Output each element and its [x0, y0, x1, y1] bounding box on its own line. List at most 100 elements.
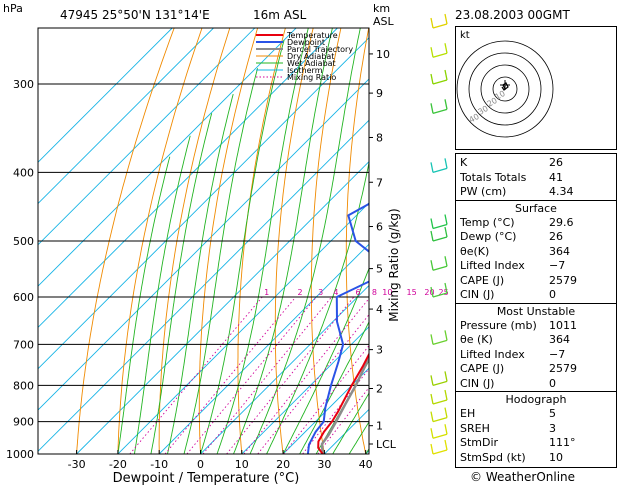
row-label: Temp (°C)	[460, 215, 515, 229]
index-value: 41	[549, 170, 563, 184]
indices-panel: K 26 Totals Totals 41 PW (cm) 4.34 Surface …	[455, 153, 617, 468]
wet-adiabat-line	[332, 392, 369, 454]
wet-adiabat-line	[249, 28, 361, 454]
table-row: CIN (J) 0	[456, 288, 616, 303]
wet-adiabat-line	[117, 156, 171, 454]
mixing-ratio-label: 25	[438, 288, 448, 297]
row-value: 29.6	[549, 215, 574, 229]
mixing-ratio-label: 20	[424, 288, 434, 297]
isobar-lines	[38, 83, 369, 455]
wind-barb	[430, 43, 448, 58]
wind-barb	[430, 330, 448, 346]
row-value: 10	[549, 450, 563, 464]
row-value: 5	[549, 407, 556, 420]
wet-adiabat-line	[266, 159, 369, 454]
footer-credit: © WeatherOnline	[470, 470, 576, 484]
row-value: −7	[549, 259, 566, 272]
row-value: 26	[549, 230, 563, 243]
row-label: CAPE (J)	[460, 362, 505, 375]
table-row: CAPE (J) 2579	[456, 362, 616, 377]
series-line-0	[317, 352, 369, 454]
row-value: 3	[549, 421, 556, 435]
wet-adiabat-line	[167, 93, 234, 454]
temperature-tick-label: -30	[68, 458, 86, 471]
hodograph-ring-label: 40	[468, 112, 481, 125]
series-line-2	[320, 355, 369, 454]
wind-barb	[430, 13, 448, 29]
pressure-tick-label: 500	[13, 235, 34, 248]
dry-adiabat-line	[198, 28, 259, 454]
dry-adiabat-line	[618, 16, 629, 455]
temperature-tick-label: 0	[197, 458, 204, 471]
row-label: SREH	[460, 421, 490, 435]
dry-adiabat-line	[158, 28, 231, 454]
row-label: Lifted Index	[460, 347, 525, 361]
legend-entry: Mixing Ratio	[287, 73, 336, 82]
asl-axis-label: ASL	[373, 15, 394, 28]
table-row: θe (K) 364	[456, 333, 616, 348]
index-label: K	[460, 156, 468, 169]
legend-entry: Wet Adiabat	[287, 59, 336, 68]
dry-adiabat-line	[310, 28, 342, 454]
temperature-tick-label: 40	[359, 458, 373, 471]
row-label: StmDir	[460, 436, 499, 449]
series-line-1	[306, 202, 369, 454]
legend-entry: Isotherm	[287, 66, 323, 75]
index-label: PW (cm)	[460, 185, 507, 198]
temperature-tick-label: -10	[150, 458, 168, 471]
surface-rows: Temp (°C) 29.6 Dewp (°C) 26 θe(K) 364 Lifted I…	[456, 216, 616, 303]
row-value: −7	[549, 347, 566, 361]
row-label: θe(K)	[460, 244, 490, 258]
wet-adiabat-line	[216, 28, 309, 454]
mixing-ratio-axis-title: Mixing Ratio (g/kg)	[387, 208, 401, 321]
isotherm-line	[158, 243, 369, 454]
height-tick-label: 9	[376, 87, 383, 100]
height-tick-label: 1	[376, 420, 383, 433]
table-row: EH 5	[456, 407, 616, 422]
surface-section-title: Surface	[515, 201, 557, 215]
index-row-k: K 26	[456, 156, 616, 171]
dry-adiabat-line	[237, 28, 286, 454]
table-row: StmSpd (kt) 10	[456, 451, 616, 466]
wind-barb	[430, 69, 448, 85]
height-tick-label: LCL	[376, 438, 397, 451]
wet-adiabat-line	[282, 267, 369, 454]
table-row: CIN (J) 0	[456, 377, 616, 392]
table-row: Lifted Index −7	[456, 348, 616, 363]
table-row: θe(K) 364	[456, 245, 616, 260]
row-label: CAPE (J)	[460, 273, 505, 287]
isotherm-line	[200, 284, 369, 454]
temperature-tick-label: 30	[317, 458, 331, 471]
plot-frame	[37, 27, 370, 455]
hodograph-ring-label: 10	[494, 89, 507, 102]
row-label: CIN (J)	[460, 288, 495, 301]
dry-adiabat-line	[345, 28, 369, 454]
row-label: θe (K)	[460, 333, 493, 346]
wind-barb	[430, 158, 448, 174]
hpa-axis-label: hPa	[3, 2, 23, 15]
index-value: 4.34	[549, 185, 574, 198]
height-tick-label: 8	[376, 131, 383, 144]
row-value: 364	[549, 333, 570, 346]
x-axis-title: Dewpoint / Temperature (°C)	[113, 471, 300, 486]
pressure-tick-label: 900	[13, 416, 34, 429]
mixing-ratio-label: 2	[297, 288, 302, 297]
pressure-tick-label: 800	[13, 379, 34, 392]
hodograph-unit-label: kt	[460, 30, 470, 41]
hodograph-plot: kt 10 20 30 40	[456, 30, 554, 138]
row-value: 364	[549, 244, 570, 258]
most-unstable-section-title: Most Unstable	[496, 304, 576, 318]
table-row: StmDir 111°	[456, 436, 616, 451]
table-row: Lifted Index −7	[456, 259, 616, 274]
height-tick-label: 6	[376, 221, 383, 234]
hodograph-ring-label: 30	[477, 104, 490, 117]
temperature-tick-label: 10	[235, 458, 249, 471]
wind-barb	[430, 99, 448, 114]
temperature-tick-label: -20	[109, 458, 127, 471]
temperature-tick-labels: -30 -20 -10 0 10 20 30 40	[68, 450, 373, 471]
wet-adiabat-line	[183, 68, 259, 454]
row-value: 0	[549, 376, 556, 390]
mixing-ratio-label: 4	[333, 288, 338, 297]
wind-barb	[430, 424, 448, 439]
dry-adiabat-line	[76, 28, 175, 454]
